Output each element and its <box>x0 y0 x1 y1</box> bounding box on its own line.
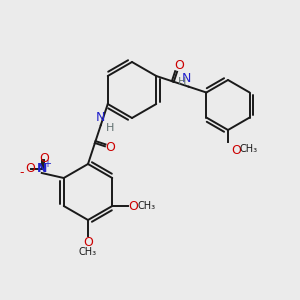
Text: CH₃: CH₃ <box>79 247 97 257</box>
Text: N: N <box>96 111 106 124</box>
Text: N: N <box>182 72 191 85</box>
Text: H: H <box>178 77 186 87</box>
Text: O: O <box>174 59 184 72</box>
Text: O: O <box>83 236 93 249</box>
Text: -: - <box>20 167 24 179</box>
Text: O: O <box>128 200 138 212</box>
Text: H: H <box>106 123 114 133</box>
Text: O: O <box>25 163 35 176</box>
Text: N: N <box>37 163 47 176</box>
Text: CH₃: CH₃ <box>137 201 155 211</box>
Text: CH₃: CH₃ <box>240 144 258 154</box>
Text: O: O <box>39 152 49 166</box>
Text: O: O <box>231 144 241 157</box>
Text: O: O <box>105 141 115 154</box>
Text: +: + <box>43 159 51 169</box>
